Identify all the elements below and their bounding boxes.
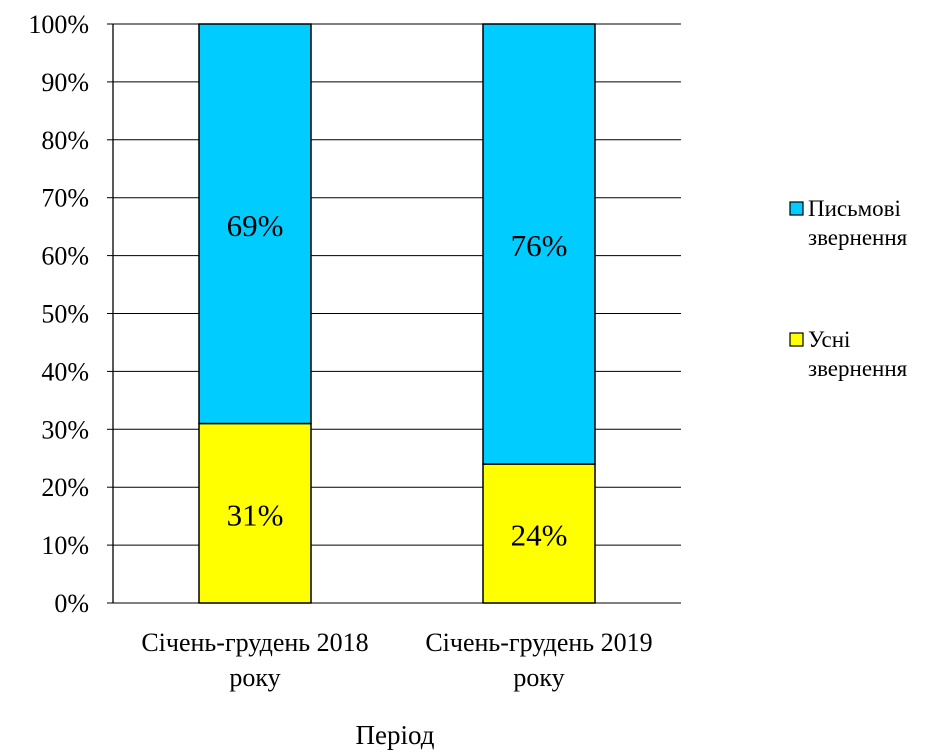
- bar-segment: [482, 23, 596, 465]
- data-label: 76%: [511, 228, 568, 263]
- legend-label: Усні звернення: [808, 327, 908, 381]
- legend-label: Письмові звернення: [808, 196, 908, 250]
- data-label: 31%: [227, 497, 284, 532]
- y-tick-labels: 0% 10% 20% 30% 40% 50% 60% 70% 80% 90% 100%: [28, 10, 89, 618]
- y-tick-label: 10%: [41, 531, 89, 560]
- y-tick-label: 40%: [41, 357, 89, 386]
- data-label: 24%: [511, 518, 568, 553]
- x-category-label: Січень-грудень 2018 року: [141, 628, 368, 692]
- y-tick-label: 0%: [54, 589, 89, 618]
- gridlines: [113, 23, 681, 604]
- bar-segment: [198, 23, 312, 425]
- bar-segment: [198, 422, 312, 604]
- x-axis-title: Період: [356, 720, 435, 750]
- axes: [107, 23, 114, 604]
- x-category-labels: Січень-грудень 2018 року Січень-грудень 20…: [141, 628, 652, 692]
- data-label: 69%: [227, 208, 284, 243]
- y-tick-label: 30%: [41, 415, 89, 444]
- y-tick-label: 50%: [41, 300, 89, 329]
- y-tick-label: 20%: [41, 473, 89, 502]
- y-tick-label: 80%: [41, 126, 89, 155]
- legend-swatch: [789, 332, 804, 347]
- legend-swatch: [789, 201, 804, 216]
- y-tick-label: 100%: [28, 10, 89, 39]
- legend: Письмові звернення Усні звернення: [789, 196, 908, 381]
- y-tick-label: 70%: [41, 184, 89, 213]
- x-category-label: Січень-грудень 2019 року: [425, 628, 652, 692]
- bar-segment: [482, 463, 596, 604]
- bars: 31% 69% 24% 76%: [198, 23, 596, 604]
- y-tick-label: 90%: [41, 68, 89, 97]
- y-tick-label: 60%: [41, 242, 89, 271]
